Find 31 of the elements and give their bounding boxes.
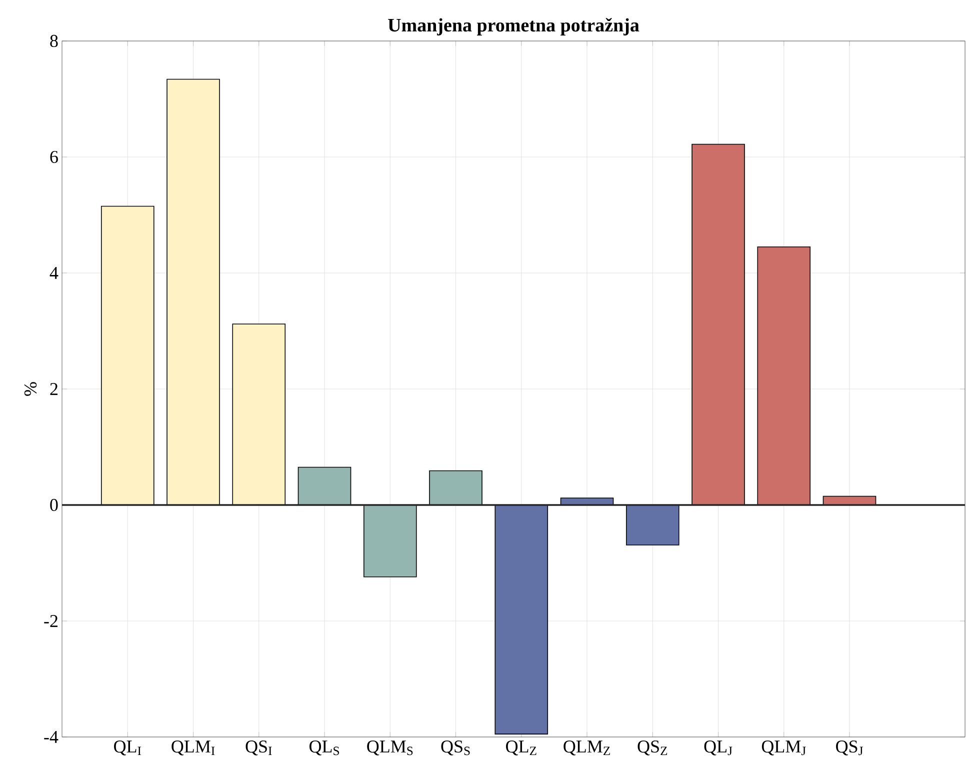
bar [429,470,482,506]
bar [232,324,286,506]
y-tick-label: -4 [44,731,58,743]
bar [692,144,745,506]
x-tick-label: QLM$_{Z}$ [564,740,610,756]
y-axis-title: % [24,382,37,396]
x-tick-label: QS$_{S}$ [441,740,470,756]
x-tick-label: QL$_{Z}$ [506,740,536,756]
bar [626,504,680,546]
bar [166,78,220,506]
x-tick-label: QL$_{J}$ [704,740,732,756]
bar [100,206,154,506]
y-tick-label: 4 [50,267,58,279]
x-tick-label: QS$_{I}$ [246,740,272,756]
x-tick-label: QLM$_{J}$ [762,740,806,756]
x-tick-label: QS$_{J}$ [836,740,863,756]
x-tick-label: QLM$_{S}$ [367,740,413,756]
bar [757,246,811,506]
x-tick-label: QLM$_{I}$ [172,740,215,756]
y-tick-label: 0 [50,498,58,512]
y-tick-label: -2 [44,615,58,627]
bar [494,504,548,734]
x-tick-label: QL$_{I}$ [114,740,142,756]
y-tick-label: 6 [50,150,58,164]
x-tick-label: QL$_{S}$ [309,740,339,756]
x-tick-label: QS$_{Z}$ [638,740,668,756]
chart-title: Umanjena prometna potražnja [388,18,640,36]
bar [298,466,352,506]
bar [363,504,417,578]
y-tick-label: 2 [50,383,58,395]
y-tick-label: 8 [50,34,58,48]
